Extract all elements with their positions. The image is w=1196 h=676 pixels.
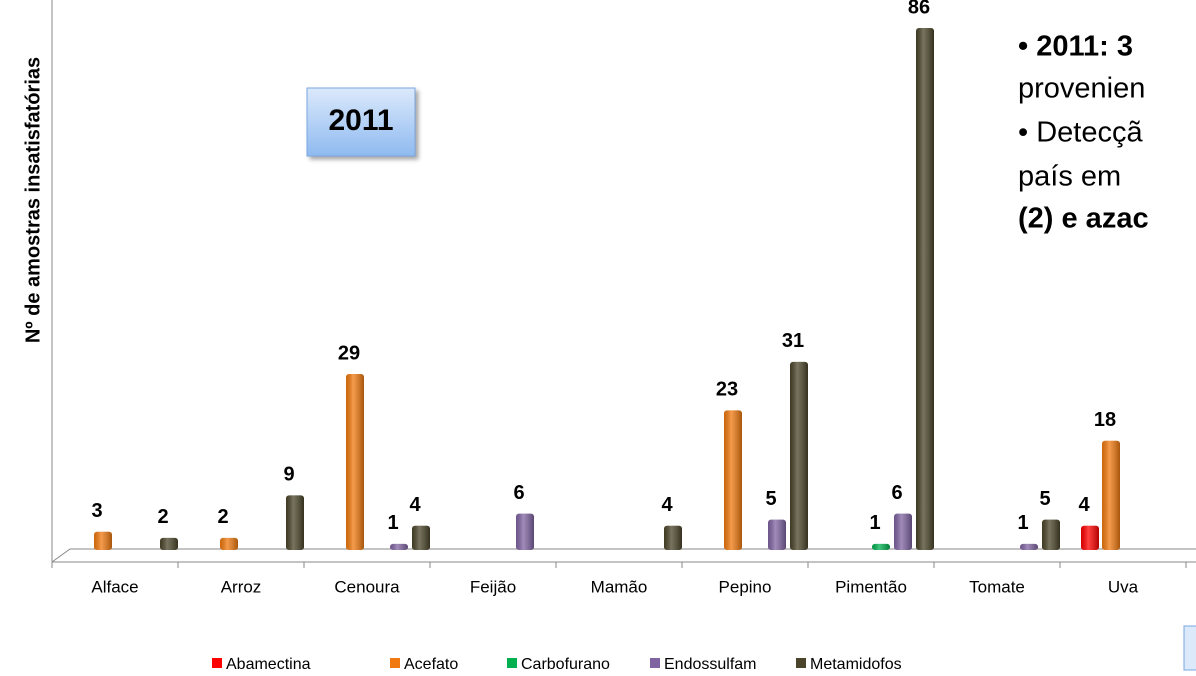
data-label: 86 <box>908 0 930 18</box>
x-tick-label: Pepino <box>719 577 772 596</box>
bar-shade <box>724 410 742 550</box>
data-label: 6 <box>891 482 902 504</box>
bar-shade <box>1081 525 1099 550</box>
bar-shade <box>94 531 112 550</box>
annotation: provenien <box>1018 73 1145 105</box>
data-label: 1 <box>387 512 398 534</box>
floor <box>51 548 1196 563</box>
data-label: 31 <box>782 330 804 352</box>
bar-shade <box>412 525 430 550</box>
legend-label: Abamectina <box>226 656 311 673</box>
data-label: 18 <box>1094 409 1116 431</box>
legend-swatch <box>650 658 660 668</box>
bar-shade <box>220 537 238 550</box>
data-label: 3 <box>91 500 102 522</box>
chart-title: 2011 <box>328 104 393 137</box>
data-label: 6 <box>513 482 524 504</box>
legend-swatch <box>212 658 222 668</box>
x-tick-label: Mamão <box>591 577 648 596</box>
bar-shade <box>1102 440 1120 550</box>
legend-swatch <box>390 658 400 668</box>
data-label: 23 <box>716 379 738 401</box>
data-label: 4 <box>1078 494 1090 516</box>
annotation: • 2011: 3 <box>1018 31 1133 63</box>
bar-shade <box>390 543 408 550</box>
bar-shade <box>916 28 934 550</box>
x-tick-label: Feijão <box>470 577 516 596</box>
bar-shade <box>1042 519 1060 550</box>
legend-label: Carbofurano <box>521 656 610 673</box>
x-tick-label: Cenoura <box>334 577 400 596</box>
bar-shade <box>894 513 912 550</box>
data-label: 9 <box>283 464 294 486</box>
bar-shade <box>286 495 304 550</box>
bar-shade <box>768 519 786 550</box>
data-label: 29 <box>338 342 360 364</box>
data-label: 2 <box>217 506 228 528</box>
data-label: 5 <box>1039 488 1050 510</box>
data-label: 5 <box>765 488 776 510</box>
box-fragment <box>1183 625 1196 671</box>
x-tick-label: Pimentão <box>835 577 907 596</box>
data-label: 4 <box>661 494 673 516</box>
annotation: (2) e azac <box>1018 203 1149 235</box>
bar-shade <box>160 537 178 550</box>
x-tick-label: Uva <box>1108 577 1139 596</box>
bar-shade <box>1020 543 1038 550</box>
bar-shade <box>790 361 808 550</box>
legend-label: Endossulfam <box>664 656 757 673</box>
x-tick-label: Tomate <box>969 577 1025 596</box>
data-label: 4 <box>409 494 421 516</box>
y-axis-label: Nº de amostras insatisfatórias <box>22 57 44 343</box>
x-tick-label: Arroz <box>221 577 262 596</box>
bar-shade <box>346 373 364 550</box>
data-label: 1 <box>869 512 880 534</box>
bar-shade <box>664 525 682 550</box>
legend-swatch <box>796 658 806 668</box>
x-tick-label: Alface <box>91 577 138 596</box>
annotation: • Detecçã <box>1018 117 1143 149</box>
legend-label: Metamidofos <box>810 656 902 673</box>
legend-swatch <box>507 658 517 668</box>
bar-shade <box>872 543 890 550</box>
bar-shade <box>516 513 534 550</box>
title-box <box>306 87 416 157</box>
data-label: 2 <box>157 506 168 528</box>
annotation: país em <box>1018 161 1121 193</box>
data-label: 1 <box>1017 512 1028 534</box>
legend-label: Acefato <box>404 656 458 673</box>
